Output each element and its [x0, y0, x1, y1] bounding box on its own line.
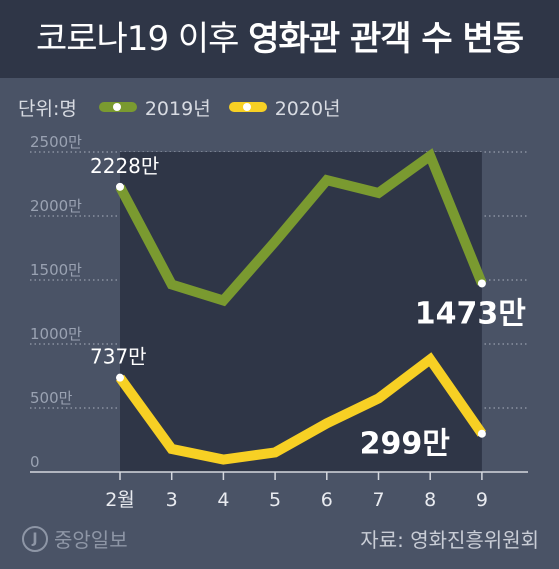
title-bar: [0, 0, 559, 78]
value-label-2020-start: 737만: [90, 345, 147, 369]
source-note: 자료: 영화진흥위원회: [360, 528, 539, 552]
unit-label: 단위:명: [18, 97, 77, 120]
x-tick-label: 6: [321, 489, 333, 511]
y-tick-label: 2000만: [30, 197, 82, 215]
legend-label-2020: 2020년: [274, 97, 341, 120]
legend-item-2020: 2020년: [228, 94, 341, 121]
x-tick-label: 5: [269, 489, 281, 511]
endpoint-marker: [116, 182, 124, 191]
y-tick-label: 500만: [30, 389, 73, 407]
legend-label-2019: 2019년: [144, 97, 211, 120]
y-tick-label: 1500만: [30, 261, 82, 279]
endpoint-marker: [477, 279, 486, 288]
legend-swatch-2020: [228, 102, 267, 112]
endpoint-marker: [477, 429, 486, 438]
x-tick-label: 2월: [105, 489, 135, 511]
y-tick-label: 2500만: [30, 133, 82, 151]
x-tick-label: 4: [217, 489, 229, 511]
chart-title: 코로나19 이후 영화관 관객 수 변동: [0, 0, 559, 78]
title-bold: 영화관 관객 수 변동: [248, 19, 524, 59]
endpoint-marker: [116, 373, 124, 382]
x-tick-label: 3: [166, 489, 178, 511]
y-tick-label: 0: [30, 453, 40, 471]
x-tick-label: 9: [476, 489, 488, 511]
publisher-logo-mark: J: [22, 525, 48, 552]
title-lead: 코로나19 이후: [35, 19, 239, 59]
value-label-2020-end: 299만: [360, 427, 451, 462]
publisher-logo: J 중앙일보: [22, 524, 128, 553]
x-tick-label: 7: [372, 489, 384, 511]
legend-swatch-2019: [98, 102, 137, 112]
legend-item-2019: 2019년: [98, 94, 211, 121]
series-line-2019: [115, 148, 487, 307]
publisher-logo-text: 중앙일보: [54, 528, 128, 552]
series-line-2020: [115, 352, 487, 465]
x-tick-label: 8: [424, 489, 436, 511]
value-label-2019-end: 1473만: [415, 296, 526, 331]
y-tick-label: 1000만: [30, 325, 82, 343]
value-label-2019-start: 2228만: [90, 154, 159, 178]
legend: 단위:명 2019년 2020년: [18, 92, 359, 122]
